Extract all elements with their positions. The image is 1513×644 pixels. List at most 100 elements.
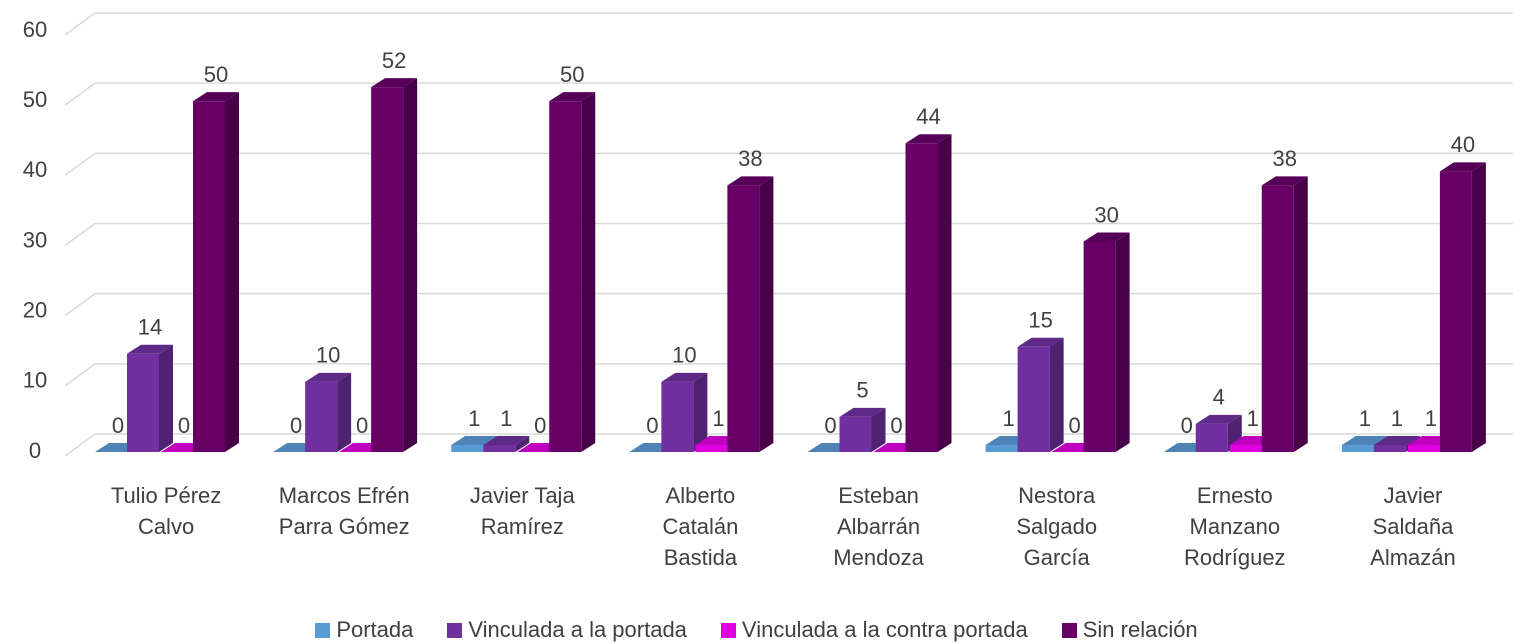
- data-label: 10: [672, 343, 696, 368]
- bar: [839, 416, 872, 452]
- bar-top: [905, 134, 952, 144]
- data-label: 14: [138, 315, 162, 340]
- bar: [1373, 444, 1406, 452]
- bar: [549, 101, 582, 453]
- bar-top: [483, 435, 530, 445]
- bar-side: [515, 435, 530, 452]
- legend-swatch: [447, 622, 463, 638]
- data-label: 44: [916, 104, 940, 129]
- data-label: 30: [1094, 202, 1118, 227]
- data-label: 50: [204, 62, 228, 87]
- bar-top: [1373, 435, 1420, 445]
- legend-item: Portada: [315, 617, 413, 643]
- bar: [371, 87, 404, 452]
- bar-side: [1115, 232, 1130, 452]
- bar: [695, 444, 728, 452]
- x-tick-label: Nestora Salgado García: [1016, 483, 1098, 570]
- bar: [661, 381, 694, 452]
- bar: [985, 444, 1018, 452]
- bar-top: [371, 78, 418, 88]
- bar: [305, 381, 338, 452]
- bar-top: [839, 407, 886, 417]
- bar-top: [1341, 435, 1388, 445]
- data-label: 0: [178, 413, 190, 438]
- legend: Portada Vinculada a la portada Vinculada a…: [0, 617, 1513, 643]
- bar: [1261, 185, 1294, 452]
- y-tick-label: 40: [23, 157, 47, 182]
- bar-side: [337, 372, 352, 452]
- data-label: 10: [316, 343, 340, 368]
- legend-label: Vinculada a la contra portada: [741, 617, 1028, 642]
- y-tick-label: 30: [23, 227, 47, 252]
- legend-label: Vinculada a la portada: [468, 617, 687, 642]
- bar-top: [305, 372, 352, 382]
- data-label: 50: [560, 62, 584, 87]
- x-tick-label: Javier Taja Ramírez: [469, 483, 575, 539]
- legend-item: Vinculada a la portada: [447, 617, 687, 643]
- data-label: 0: [534, 413, 546, 438]
- bar-top: [1195, 414, 1242, 424]
- data-label: 0: [890, 413, 902, 438]
- data-label: 38: [1273, 146, 1297, 171]
- y-tick-label: 0: [29, 438, 41, 463]
- bar-side: [159, 344, 173, 452]
- data-label: 1: [1391, 406, 1403, 431]
- bar-side: [403, 78, 418, 452]
- data-label: 1: [500, 406, 512, 431]
- data-label: 0: [646, 413, 658, 438]
- data-label: 40: [1451, 132, 1475, 157]
- bar-top: [1017, 337, 1064, 347]
- data-label: 1: [1425, 406, 1437, 431]
- data-label: 0: [824, 413, 836, 438]
- data-label: 52: [382, 48, 406, 73]
- data-label: 4: [1213, 385, 1225, 410]
- bar-side: [581, 92, 596, 453]
- bar-top: [1083, 232, 1130, 242]
- data-label: 5: [856, 378, 868, 403]
- grid-line: [64, 292, 1513, 317]
- legend-swatch: [720, 622, 736, 638]
- grid-line: [64, 222, 1513, 247]
- data-label: 1: [1003, 406, 1015, 431]
- bar-side: [871, 407, 886, 452]
- bar: [193, 101, 225, 453]
- data-label: 15: [1028, 308, 1052, 333]
- legend-label: Sin relación: [1082, 617, 1198, 642]
- bar-top: [1261, 176, 1308, 186]
- y-tick-label: 20: [23, 297, 47, 322]
- bar-top: [727, 176, 774, 186]
- bar-side: [225, 92, 239, 453]
- grid-line: [64, 82, 1513, 106]
- data-label: 0: [1181, 413, 1193, 438]
- bar: [727, 185, 760, 452]
- bar-side: [1293, 176, 1308, 452]
- bar-side: [693, 372, 708, 452]
- x-tick-label: Marcos Efrén Parra Gómez: [278, 483, 410, 539]
- data-label: 1: [712, 406, 724, 431]
- bar: [1439, 171, 1472, 453]
- data-label: 0: [356, 413, 368, 438]
- bar-side: [759, 176, 774, 452]
- data-label: 1: [1359, 406, 1371, 431]
- bar: [905, 143, 938, 452]
- bar-top: [661, 372, 708, 382]
- data-label: 1: [1247, 406, 1259, 431]
- bar-side: [1471, 162, 1486, 453]
- bar-top: [549, 92, 596, 102]
- bar: [1195, 423, 1228, 452]
- bar-side: [1049, 337, 1064, 452]
- bar: [483, 444, 516, 452]
- bar: [1017, 346, 1050, 452]
- data-label: 0: [1069, 413, 1081, 438]
- grid-line: [64, 152, 1513, 176]
- bar: [451, 444, 484, 452]
- data-label: 1: [468, 406, 480, 431]
- legend-label: Portada: [336, 617, 414, 642]
- legend-swatch: [315, 622, 331, 638]
- bar: [1407, 444, 1440, 452]
- bar-top: [127, 344, 173, 354]
- x-tick-label: Javier Saldaña Almazán: [1370, 483, 1456, 570]
- y-tick-label: 50: [23, 87, 47, 112]
